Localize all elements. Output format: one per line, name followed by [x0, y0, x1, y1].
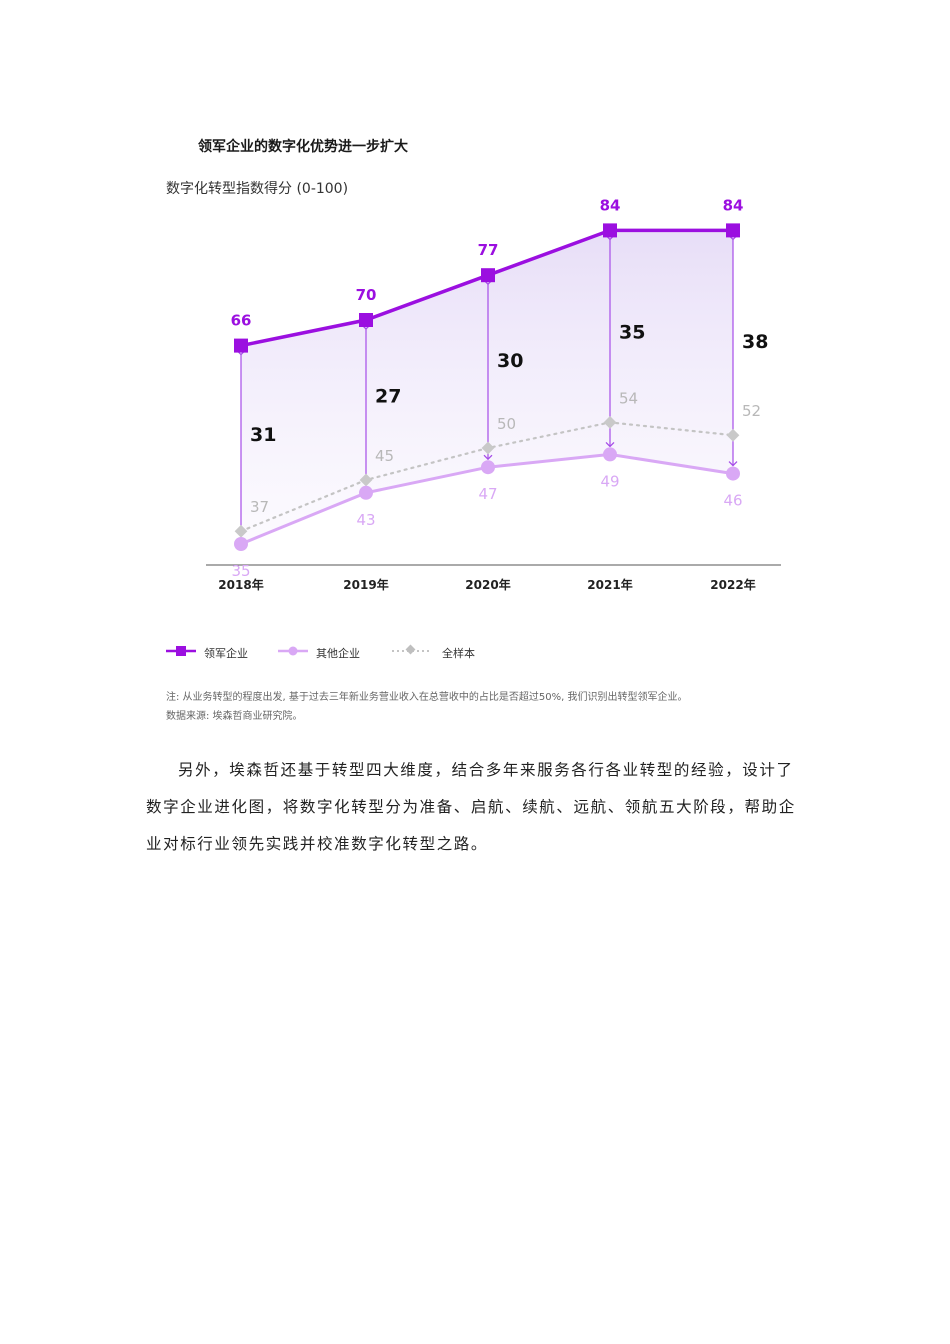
legend-label-others: 其他企业 — [316, 647, 360, 660]
data-label-all: 37 — [250, 498, 269, 516]
point-others — [726, 466, 740, 481]
data-label-all: 54 — [619, 389, 638, 407]
data-label-others: 49 — [600, 472, 619, 490]
point-others — [234, 537, 248, 551]
data-label-all: 52 — [742, 402, 761, 420]
gap-label: 38 — [742, 331, 768, 353]
data-label-all: 45 — [375, 447, 394, 465]
data-label-leaders: 77 — [478, 241, 499, 259]
chart-notes: 注: 从业务转型的程度出发, 基于过去三年新业务营业收入在总营收中的占比是否超过… — [166, 688, 688, 726]
legend-swatch-others — [278, 646, 308, 656]
point-others — [359, 485, 373, 500]
x-tick-label: 2019年 — [343, 577, 388, 592]
point-leaders — [726, 223, 740, 238]
point-leaders — [481, 268, 495, 283]
data-label-others: 43 — [356, 511, 375, 529]
data-label-others: 46 — [723, 492, 742, 510]
data-label-all: 50 — [497, 415, 516, 433]
body-paragraph: 另外，埃森哲还基于转型四大维度，结合多年来服务各行各业转型的经验，设计了数字企业… — [146, 761, 796, 853]
chart-subtitle: 数字化转型指数得分 (0-100) — [166, 181, 349, 197]
gap-label: 35 — [619, 321, 645, 343]
point-leaders — [603, 223, 617, 238]
data-label-leaders: 70 — [356, 286, 377, 304]
gap-label: 31 — [250, 424, 276, 446]
gap-label: 30 — [497, 350, 523, 372]
data-label-others: 35 — [231, 562, 250, 580]
line-chart: 66 70 77 84 84 35 43 47 49 46 37 45 50 54 52 31 27 30 35 38… — [206, 196, 781, 592]
point-others — [603, 447, 617, 462]
point-leaders — [359, 313, 373, 327]
chart-title: 领军企业的数字化优势进一步扩大 — [198, 139, 408, 155]
point-leaders — [234, 338, 248, 353]
x-tick-label: 2022年 — [710, 577, 755, 592]
data-label-leaders: 66 — [231, 312, 252, 330]
legend-label-all: 全样本 — [442, 647, 475, 660]
chart-note: 注: 从业务转型的程度出发, 基于过去三年新业务营业收入在总营收中的占比是否超过… — [166, 692, 688, 703]
data-label-leaders: 84 — [723, 196, 744, 214]
x-tick-label: 2018年 — [218, 577, 263, 592]
point-all — [481, 441, 495, 455]
gap-label: 27 — [375, 385, 401, 407]
x-tick-label: 2020年 — [465, 577, 510, 592]
point-all — [359, 473, 373, 487]
data-label-leaders: 84 — [600, 196, 621, 214]
x-tick-label: 2021年 — [587, 577, 632, 592]
point-others — [481, 460, 495, 475]
legend-label-leaders: 领军企业 — [204, 647, 248, 660]
chart-source: 数据来源: 埃森哲商业研究院。 — [166, 711, 303, 722]
data-label-others: 47 — [478, 485, 497, 503]
legend-swatch-leaders — [166, 646, 196, 656]
legend-swatch-all — [392, 644, 432, 655]
